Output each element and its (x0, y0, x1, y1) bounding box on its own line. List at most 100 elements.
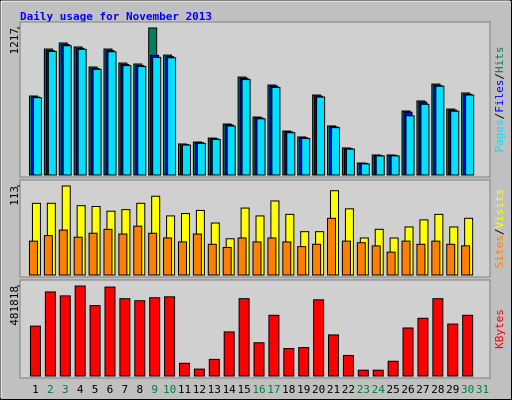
legend-entry: Pages (493, 119, 506, 152)
bar (119, 298, 131, 377)
bar (253, 342, 265, 377)
x-tick-label: 26 (401, 383, 414, 396)
bar (47, 51, 57, 176)
x-tick-label: 19 (297, 383, 310, 396)
x-tick-label: 16 (252, 383, 265, 396)
bar (58, 229, 68, 276)
bar (148, 232, 158, 276)
x-tick-label: 28 (431, 383, 444, 396)
bar (252, 241, 262, 276)
x-tick-label: 15 (237, 383, 250, 396)
bar (43, 235, 53, 276)
bar (432, 298, 444, 377)
x-tick-label: 20 (312, 383, 325, 396)
x-tick-label: 3 (62, 383, 69, 396)
bar (92, 68, 102, 176)
bar (387, 360, 399, 377)
bar (193, 368, 205, 377)
bar (73, 236, 83, 276)
legend: Sites/Visits (493, 189, 506, 269)
bar (44, 291, 56, 377)
bar (62, 45, 72, 176)
y-tick-label: 113 (8, 186, 21, 206)
legend-separator: / (493, 229, 506, 236)
bar (301, 138, 311, 176)
bar (74, 285, 86, 377)
bar (447, 323, 459, 377)
bar (297, 246, 307, 276)
x-tick-label: 11 (178, 383, 191, 396)
legend: KBytes (493, 309, 506, 349)
bar (360, 163, 370, 176)
bar (371, 245, 381, 276)
bar (282, 241, 292, 276)
bar (341, 240, 351, 276)
bar (345, 148, 355, 176)
legend: Pages/Files/Hits (493, 47, 506, 153)
legend-entry: Files (493, 80, 506, 113)
bar (163, 237, 173, 276)
bar (375, 155, 385, 176)
bar (103, 228, 113, 276)
bar (312, 243, 322, 276)
bar (177, 241, 187, 276)
bar (181, 144, 191, 176)
bar (28, 240, 38, 276)
bar (283, 348, 295, 377)
bar (357, 369, 369, 377)
y-tick-label: 481818 (8, 286, 21, 326)
x-tick-label: 8 (136, 383, 143, 396)
x-tick-label: 24 (372, 383, 386, 396)
x-tick-label: 25 (387, 383, 400, 396)
x-tick-label: 5 (92, 383, 99, 396)
x-tick-label: 4 (77, 383, 84, 396)
x-tick-label: 6 (107, 383, 114, 396)
bar (268, 314, 280, 377)
x-tick-label: 18 (282, 383, 295, 396)
bar (386, 251, 396, 276)
x-tick-label: 12 (193, 383, 206, 396)
x-tick-label: 22 (342, 383, 355, 396)
bar (134, 300, 146, 377)
bar (223, 331, 235, 377)
bar (133, 225, 143, 276)
bar (241, 79, 251, 176)
bar (405, 115, 415, 176)
x-tick-label: 21 (327, 383, 340, 396)
chart-title: Daily usage for November 2013 (20, 10, 212, 23)
legend-entry: Visits (493, 189, 506, 229)
x-tick-label: 29 (446, 383, 459, 396)
legend-separator: / (493, 113, 506, 120)
bar (450, 110, 460, 176)
bar (446, 243, 456, 276)
bar (29, 325, 41, 377)
bar (372, 369, 384, 377)
bar (462, 314, 474, 377)
bar (461, 245, 471, 276)
x-tick-label: 31 (476, 383, 489, 396)
bar (164, 296, 176, 377)
bar (342, 354, 354, 377)
x-tick-label: 10 (163, 383, 176, 396)
bar (465, 94, 475, 176)
x-tick-label: 9 (151, 383, 158, 396)
bar (222, 246, 232, 276)
bar (420, 103, 430, 176)
bar (104, 286, 116, 377)
legend-entry: Sites (493, 235, 506, 268)
bar (107, 51, 117, 176)
bar (118, 233, 128, 276)
x-tick-label: 1 (32, 383, 39, 396)
bar (122, 65, 132, 176)
bar (207, 243, 217, 276)
bar (417, 317, 429, 377)
x-tick-label: 30 (461, 383, 474, 396)
bar (152, 56, 162, 176)
x-tick-label: 27 (416, 383, 429, 396)
bar (431, 240, 441, 276)
x-tick-label: 7 (122, 383, 129, 396)
bar (328, 334, 340, 377)
bar (237, 237, 247, 276)
x-tick-label: 2 (47, 383, 54, 396)
